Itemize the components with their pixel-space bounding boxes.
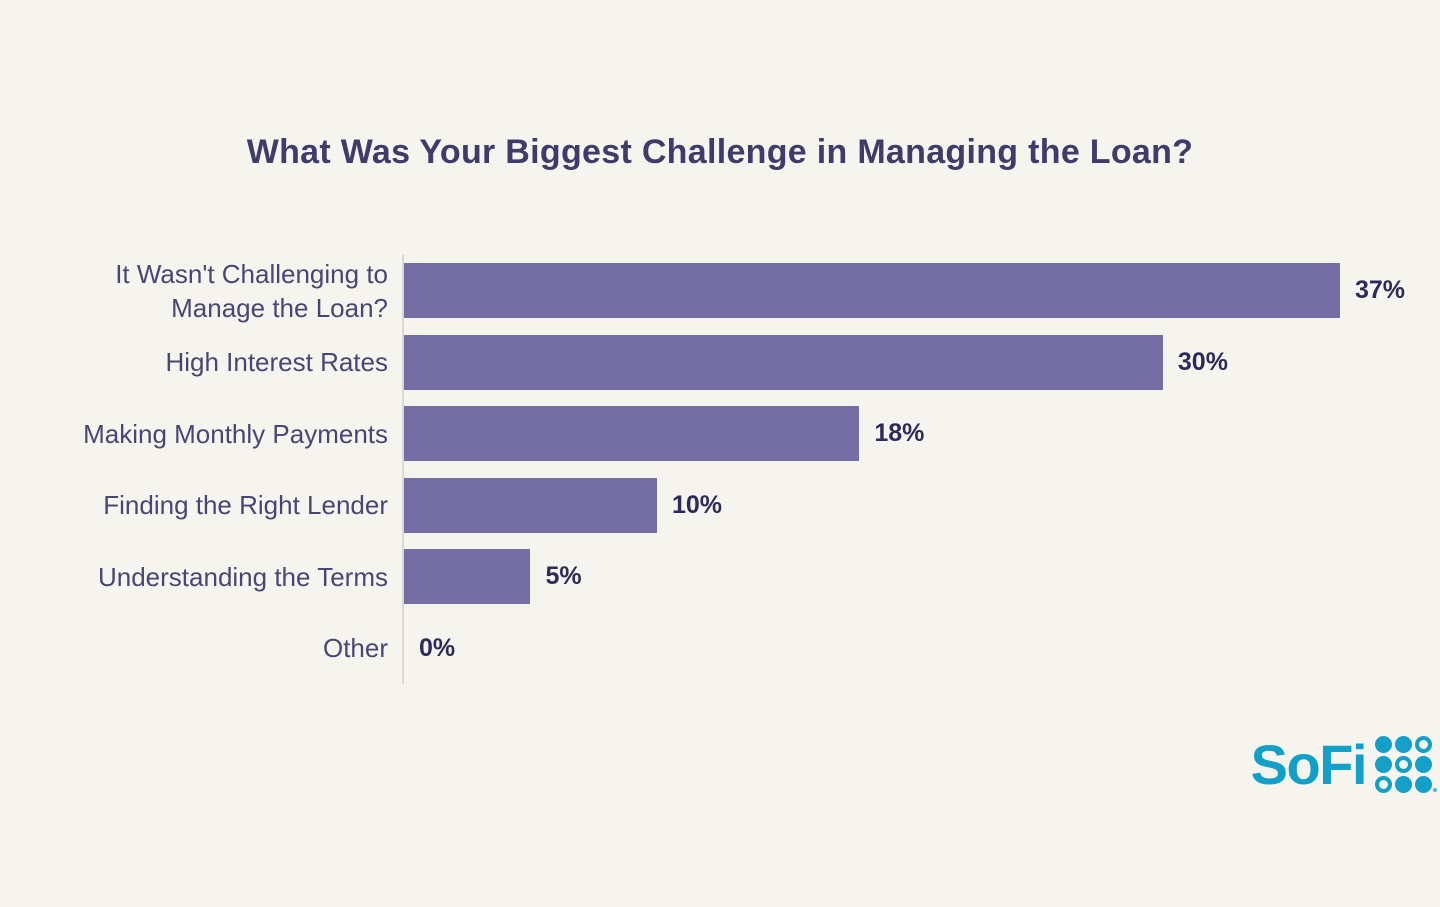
logo-dot-filled — [1415, 776, 1432, 793]
bar-area: 5% — [402, 541, 1440, 613]
chart-row: Understanding the Terms 5% — [0, 541, 1440, 613]
value-label: 10% — [671, 490, 723, 519]
bar — [404, 406, 860, 462]
chart-row: Other 0% — [0, 612, 1440, 684]
bar — [404, 477, 657, 533]
value-label: 30% — [1177, 347, 1228, 376]
logo-dot-filled — [1395, 736, 1412, 753]
value-label: 18% — [874, 419, 925, 448]
logo-dot-filled — [1375, 756, 1392, 773]
logo-dot-hollow — [1395, 756, 1412, 773]
category-label: Making Monthly Payments — [83, 418, 388, 449]
sofi-logo: SoFi — [1250, 732, 1437, 796]
logo-dot-filled — [1375, 736, 1392, 753]
bar-area: 37% — [402, 255, 1440, 327]
bar-chart: It Wasn't Challenging to Manage the Loan… — [0, 255, 1440, 684]
value-label: 5% — [545, 562, 582, 591]
bar — [404, 549, 531, 605]
logo-dot-filled — [1415, 756, 1432, 773]
category-label: High Interest Rates — [165, 347, 388, 378]
sofi-logo-text: SoFi — [1250, 732, 1368, 796]
trademark-dot — [1433, 788, 1437, 792]
logo-dot-hollow — [1415, 736, 1432, 753]
category-label: Other — [322, 633, 388, 664]
bar — [404, 263, 1340, 319]
bar — [404, 334, 1163, 390]
chart-row: High Interest Rates 30% — [0, 326, 1440, 398]
sofi-logo-dots-icon — [1375, 736, 1432, 793]
chart-row: Finding the Right Lender 10% — [0, 469, 1440, 541]
category-label: Finding the Right Lender — [103, 490, 388, 521]
chart-rows: It Wasn't Challenging to Manage the Loan… — [0, 255, 1440, 684]
bar-area: 30% — [402, 326, 1440, 398]
category-label: Understanding the Terms — [97, 561, 388, 592]
chart-title: What Was Your Biggest Challenge in Manag… — [246, 133, 1194, 171]
bar-area: 0% — [402, 612, 1440, 684]
chart-row: It Wasn't Challenging to Manage the Loan… — [0, 255, 1440, 327]
bar-area: 18% — [402, 398, 1440, 470]
value-label: 0% — [419, 633, 456, 662]
category-label: It Wasn't Challenging to Manage the Loan… — [115, 258, 388, 323]
logo-dot-filled — [1395, 776, 1412, 793]
chart-row: Making Monthly Payments 18% — [0, 398, 1440, 470]
bar-area: 10% — [402, 469, 1440, 541]
value-label: 37% — [1355, 276, 1406, 305]
logo-dot-hollow — [1375, 776, 1392, 793]
